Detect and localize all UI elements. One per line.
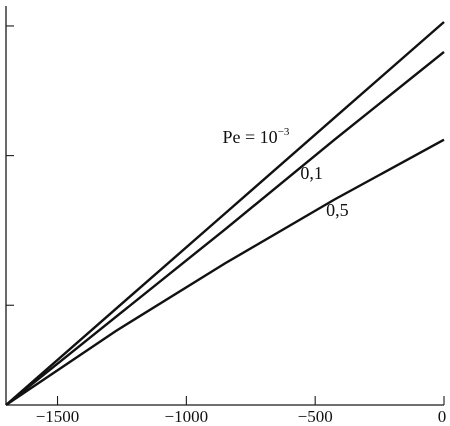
series-line-3: [5, 138, 445, 406]
x-ticks: −1500 −1000 −500 0: [36, 396, 447, 426]
y-ticks: [6, 25, 14, 306]
series-line-2: [5, 50, 445, 406]
series-label-3: 0,5: [326, 200, 349, 220]
x-tick-label: 0: [438, 407, 447, 426]
x-tick-label: −1000: [165, 407, 209, 426]
series-labels: Pe = 10−3 0,10,5: [223, 126, 349, 220]
x-tick-label: −500: [298, 407, 333, 426]
series-line-1: [5, 21, 445, 406]
series-label-1: Pe = 10−3: [223, 126, 290, 147]
series-lines: [5, 21, 445, 406]
series-label-2: 0,1: [300, 163, 323, 183]
x-tick-label: −1500: [36, 407, 80, 426]
